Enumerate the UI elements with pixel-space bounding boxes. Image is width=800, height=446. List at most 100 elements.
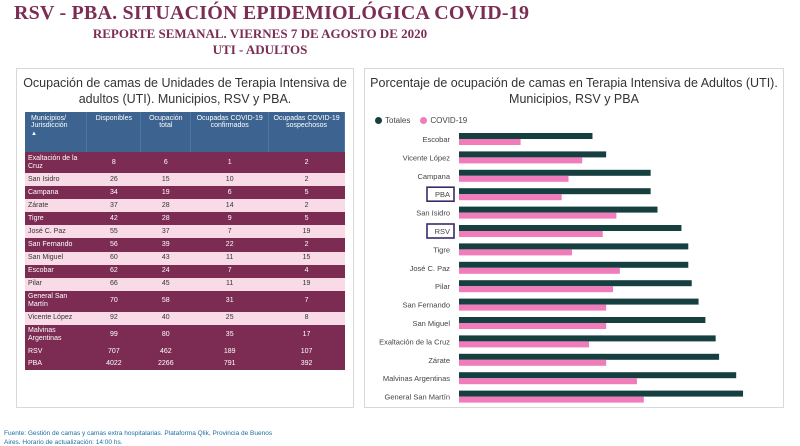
cell-disponibles: 60 <box>86 251 141 265</box>
bar-totales <box>459 390 744 397</box>
category-label: Escobar <box>422 135 450 144</box>
cell-sospechosos: 2 <box>268 238 345 252</box>
cell-name: Tigre <box>25 212 87 226</box>
bar-totales <box>459 372 737 379</box>
table-row[interactable]: Malvinas Argentinas 99 80 35 17 <box>25 324 345 346</box>
column-header-municipio[interactable]: Municipios/ Jurisdicción ▲ <box>25 112 88 152</box>
bar-covid <box>459 341 590 348</box>
cell-disponibles: 8 <box>86 152 141 173</box>
table-row[interactable]: San Isidro 26 15 10 2 <box>25 173 345 187</box>
bar-totales <box>459 133 593 139</box>
column-header-confirmados[interactable]: Ocupadas COVID-19 confirmados <box>190 112 270 152</box>
table-row[interactable]: Exaltación de la Cruz 8 6 1 2 <box>25 152 345 173</box>
chart-panel: Porcentaje de ocupación de camas en Tera… <box>364 68 784 408</box>
cell-sospechosos: 107 <box>268 345 345 358</box>
table-row[interactable]: San Miguel 60 43 11 15 <box>25 251 345 265</box>
cell-name: Exaltación de la Cruz <box>25 152 87 173</box>
cell-name: Campana <box>25 186 87 200</box>
bar-covid <box>459 323 607 329</box>
cell-disponibles: 26 <box>86 173 141 187</box>
cell-ocupacion: 58 <box>140 290 191 312</box>
category-label: San Fernando <box>402 301 450 310</box>
bar-covid <box>459 157 583 164</box>
bar-covid <box>459 231 603 237</box>
category-label: Exaltación de la Cruz <box>379 337 450 346</box>
cell-name: Vicente López <box>25 311 87 325</box>
cell-ocupacion: 28 <box>140 199 191 213</box>
legend-label-covid: COVID-19 <box>430 116 468 125</box>
cell-name: José C. Paz <box>25 225 87 239</box>
cell-sospechosos: 7 <box>268 290 345 312</box>
cell-name: PBA <box>25 357 87 370</box>
cell-name: San Miguel <box>25 251 87 265</box>
cell-confirmados: 7 <box>190 264 269 278</box>
table-row[interactable]: San Fernando 56 39 22 2 <box>25 238 345 252</box>
cell-sospechosos: 8 <box>268 311 345 325</box>
table-row[interactable]: José C. Paz 55 37 7 19 <box>25 225 345 239</box>
bar-totales <box>459 188 651 195</box>
cell-name: San Fernando <box>25 238 87 252</box>
cell-ocupacion: 462 <box>140 345 191 358</box>
cell-confirmados: 7 <box>190 225 269 239</box>
cell-disponibles: 42 <box>86 212 141 226</box>
cell-sospechosos: 2 <box>268 199 345 213</box>
bar-totales <box>459 261 689 268</box>
bar-totales <box>459 280 692 287</box>
cell-ocupacion: 2266 <box>140 357 191 370</box>
highlight-box <box>426 186 455 203</box>
cell-disponibles: 56 <box>86 238 141 252</box>
cell-sospechosos: 19 <box>268 277 345 291</box>
table-row[interactable]: Pilar 66 45 11 19 <box>25 277 345 291</box>
cell-sospechosos: 5 <box>268 212 345 226</box>
cell-confirmados: 14 <box>190 199 269 213</box>
category-label: Zárate <box>428 356 450 365</box>
cell-disponibles: 37 <box>86 199 141 213</box>
cell-sospechosos: 2 <box>268 152 345 173</box>
category-label: Pilar <box>435 282 451 291</box>
highlight-box <box>426 223 455 239</box>
table-row[interactable]: Tigre 42 28 9 5 <box>25 212 345 226</box>
bar-covid <box>459 396 644 403</box>
bar-covid <box>459 267 620 274</box>
cell-name: General San Martín <box>25 290 87 312</box>
sort-arrow-icon[interactable]: ▲ <box>31 131 37 137</box>
table-row[interactable]: Vicente López 92 40 25 8 <box>25 311 345 325</box>
column-header-sospechosos[interactable]: Ocupadas COVID-19 sospechosos <box>268 112 345 152</box>
bar-covid <box>459 194 562 201</box>
cell-ocupacion: 40 <box>140 311 191 325</box>
cell-ocupacion: 6 <box>140 152 191 173</box>
total-row[interactable]: RSV 707 462 189 107 <box>25 345 345 358</box>
table-row[interactable]: Campana 34 19 6 5 <box>25 186 345 200</box>
legend-item-totales[interactable]: Totales <box>375 116 410 125</box>
page-title: RSV - PBA. SITUACIÓN EPIDEMIOLÓGICA COVI… <box>14 2 530 24</box>
report-subtitle: REPORTE SEMANAL. VIERNES 7 DE AGOSTO DE … <box>92 26 428 41</box>
bar-totales <box>459 151 607 158</box>
table-row[interactable]: Escobar 62 24 7 4 <box>25 264 345 278</box>
column-header-disponibles[interactable]: Disponibles <box>86 112 142 152</box>
bar-totales <box>459 317 706 323</box>
cell-disponibles: 55 <box>86 225 141 239</box>
legend-item-covid[interactable]: COVID-19 <box>420 116 467 125</box>
section-subtitle: UTI - ADULTOS <box>212 42 308 57</box>
cell-confirmados: 25 <box>190 311 269 325</box>
category-label: San Miguel <box>412 319 450 328</box>
column-header-ocupacion[interactable]: Ocupación total <box>140 112 192 152</box>
cell-confirmados: 9 <box>190 212 269 226</box>
bar-totales <box>459 298 699 305</box>
cell-confirmados: 22 <box>190 238 269 252</box>
category-label: Tigre <box>433 245 450 254</box>
cell-ocupacion: 19 <box>140 186 191 200</box>
bar-totales <box>459 169 651 176</box>
bar-totales <box>459 225 682 231</box>
total-row[interactable]: PBA 4022 2266 791 392 <box>25 357 345 370</box>
cell-disponibles: 62 <box>86 264 141 278</box>
cell-disponibles: 66 <box>86 277 141 291</box>
cell-disponibles: 4022 <box>86 357 141 370</box>
bar-covid <box>459 212 617 219</box>
table-row[interactable]: Zárate 37 28 14 2 <box>25 199 345 213</box>
legend-dot-icon <box>375 117 382 124</box>
cell-name: Escobar <box>25 264 87 278</box>
table-row[interactable]: General San Martín 70 58 31 7 <box>25 290 345 312</box>
bar-covid <box>459 286 613 293</box>
source-note: Fuente: Gestión de camas y camas extra h… <box>4 430 273 437</box>
